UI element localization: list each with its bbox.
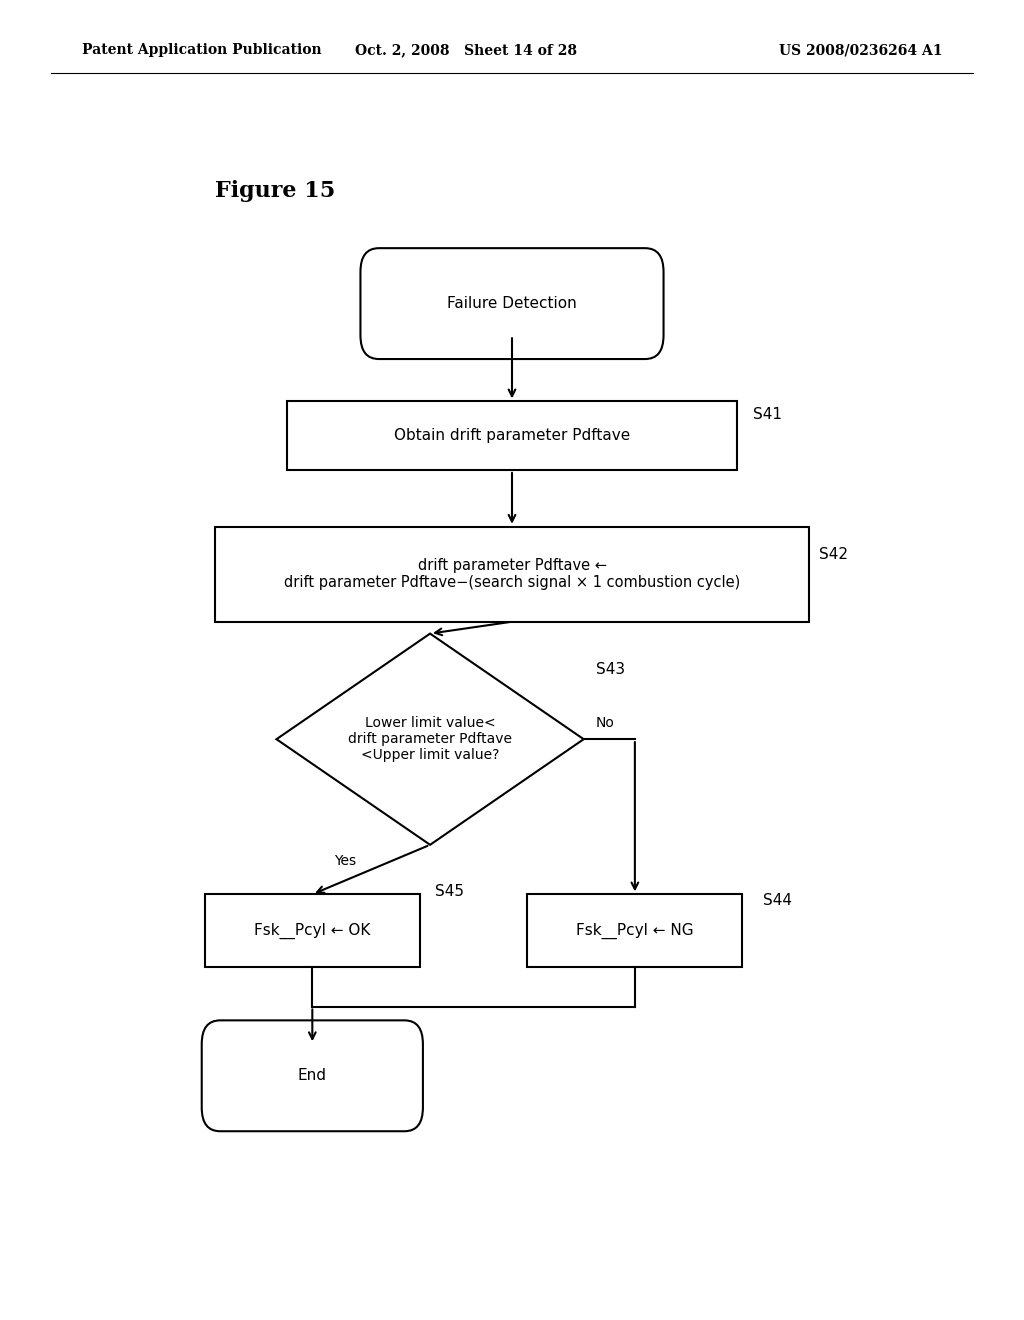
- Text: S44: S44: [763, 892, 792, 908]
- Text: drift parameter Pdftave ←
drift parameter Pdftave−(search signal × 1 combustion : drift parameter Pdftave ← drift paramete…: [284, 558, 740, 590]
- FancyBboxPatch shape: [202, 1020, 423, 1131]
- Text: End: End: [298, 1068, 327, 1084]
- Text: Patent Application Publication: Patent Application Publication: [82, 44, 322, 57]
- Text: Fsk__Pcyl ← NG: Fsk__Pcyl ← NG: [577, 923, 693, 939]
- Text: No: No: [596, 717, 614, 730]
- Polygon shape: [276, 634, 584, 845]
- Bar: [287, 401, 737, 470]
- Text: Figure 15: Figure 15: [215, 181, 335, 202]
- Bar: [205, 895, 420, 966]
- Text: Failure Detection: Failure Detection: [447, 296, 577, 312]
- Text: S41: S41: [753, 407, 781, 422]
- FancyBboxPatch shape: [360, 248, 664, 359]
- Text: US 2008/0236264 A1: US 2008/0236264 A1: [778, 44, 942, 57]
- Text: Obtain drift parameter Pdftave: Obtain drift parameter Pdftave: [394, 428, 630, 444]
- Text: Fsk__Pcyl ← OK: Fsk__Pcyl ← OK: [254, 923, 371, 939]
- Text: Yes: Yes: [334, 854, 356, 867]
- Bar: [527, 895, 742, 966]
- Text: Oct. 2, 2008   Sheet 14 of 28: Oct. 2, 2008 Sheet 14 of 28: [355, 44, 577, 57]
- Bar: [215, 527, 809, 622]
- Text: S45: S45: [435, 883, 464, 899]
- Text: S42: S42: [819, 546, 848, 562]
- Text: Lower limit value<
drift parameter Pdftave
<Upper limit value?: Lower limit value< drift parameter Pdfta…: [348, 715, 512, 763]
- Text: S43: S43: [596, 661, 625, 677]
